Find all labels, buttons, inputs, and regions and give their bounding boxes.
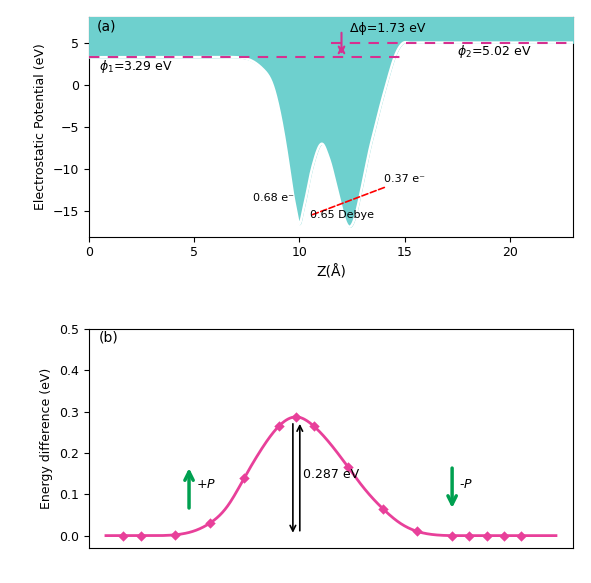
- Point: [378, 504, 388, 514]
- Point: [170, 530, 180, 539]
- Text: $\phi_2$=5.02 eV: $\phi_2$=5.02 eV: [457, 43, 532, 60]
- Text: 0.65 Debye: 0.65 Debye: [310, 210, 374, 220]
- Point: [517, 531, 526, 540]
- Y-axis label: Electrostatic Potential (eV): Electrostatic Potential (eV): [34, 44, 47, 210]
- Point: [447, 531, 457, 540]
- Text: +$P$: +$P$: [196, 478, 216, 491]
- Point: [413, 527, 422, 536]
- Point: [343, 463, 353, 472]
- Text: (a): (a): [97, 19, 116, 33]
- Text: 0.287 eV: 0.287 eV: [303, 468, 359, 481]
- Point: [136, 531, 145, 540]
- Text: 0.68 e⁻: 0.68 e⁻: [253, 194, 294, 203]
- Point: [499, 531, 509, 540]
- Point: [465, 531, 474, 540]
- Y-axis label: Energy difference (eV): Energy difference (eV): [40, 368, 53, 509]
- Text: $\phi_1$=3.29 eV: $\phi_1$=3.29 eV: [99, 58, 173, 75]
- Text: 0.37 e⁻: 0.37 e⁻: [384, 174, 425, 184]
- Point: [205, 518, 215, 528]
- X-axis label: Z(Å): Z(Å): [316, 265, 346, 279]
- Point: [274, 422, 284, 431]
- Point: [482, 531, 492, 540]
- Text: (b): (b): [99, 330, 119, 344]
- Point: [291, 412, 301, 422]
- Point: [119, 531, 128, 540]
- Point: [240, 473, 249, 482]
- Text: Δϕ=1.73 eV: Δϕ=1.73 eV: [350, 22, 426, 34]
- Point: [309, 422, 319, 431]
- Text: -$P$: -$P$: [459, 478, 473, 491]
